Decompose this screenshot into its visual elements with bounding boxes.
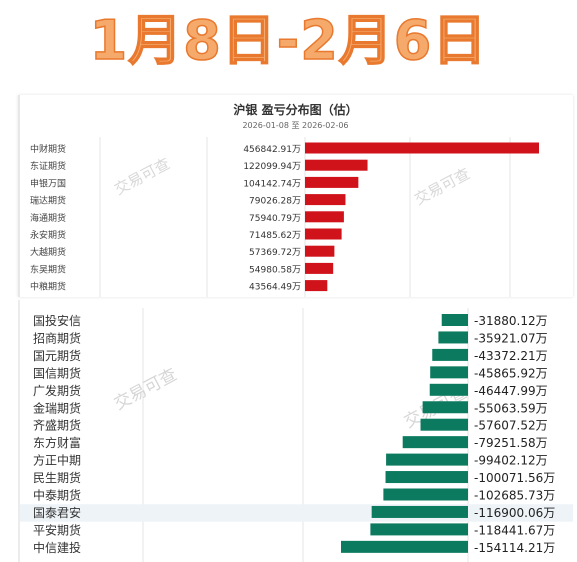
category-label: 招商期货: [33, 330, 81, 345]
profit-chart-panel: 沪银 盈亏分布图（估） 2026-01-08 至 2026-02-06 交易可查…: [18, 95, 573, 297]
category-label: 国投安信: [33, 313, 81, 328]
loss-bar: [386, 453, 468, 466]
profit-bar: [305, 194, 346, 206]
loss-bar: [422, 401, 468, 414]
data-label: -99402.12万: [474, 454, 548, 468]
loss-bar: [402, 436, 468, 449]
category-label: 齐盛期货: [33, 418, 81, 433]
data-label: -154114.21万: [474, 541, 555, 555]
data-label: -43372.21万: [474, 349, 548, 363]
profit-bar: [305, 159, 368, 171]
loss-bar: [385, 471, 468, 484]
loss-bar: [371, 505, 468, 518]
category-label: 中信建投: [33, 540, 81, 555]
data-label: -35921.07万: [474, 331, 548, 345]
category-label: 广发期货: [33, 383, 81, 398]
data-label: -118441.67万: [474, 523, 555, 537]
data-label: 57369.72万: [249, 248, 301, 258]
category-label: 东证期货: [30, 160, 66, 172]
category-label: 民生期货: [33, 470, 81, 485]
data-label: 104142.74万: [243, 179, 301, 189]
loss-chart-panel: 交易可查交易可查国投安信-31880.12万招商期货-35921.07万国元期货…: [18, 300, 573, 562]
loss-bar: [341, 540, 468, 553]
data-label: 71485.62万: [249, 231, 301, 241]
loss-bar: [430, 366, 468, 379]
category-label: 大越期货: [30, 246, 66, 258]
category-label: 中泰期货: [33, 488, 81, 503]
data-label: -45865.92万: [474, 366, 548, 380]
loss-bar-chart: 交易可查交易可查国投安信-31880.12万招商期货-35921.07万国元期货…: [20, 308, 573, 562]
category-label: 国泰君安: [33, 505, 81, 520]
profit-bar: [305, 211, 344, 223]
category-label: 海通期货: [30, 212, 66, 224]
chart-title: 沪银 盈亏分布图（估）: [233, 103, 358, 117]
data-label: -102685.73万: [474, 489, 555, 503]
category-label: 东方财富: [33, 435, 81, 450]
watermark: 交易可查: [411, 164, 472, 208]
data-label: 75940.79万: [249, 214, 301, 224]
loss-bar: [370, 523, 468, 536]
data-label: -31880.12万: [474, 314, 548, 328]
panel-edge: [18, 300, 20, 562]
data-label: 54980.58万: [249, 265, 301, 275]
category-label: 金瑞期货: [33, 400, 81, 415]
panel-edge: [18, 95, 20, 297]
watermark: 交易可查: [111, 365, 180, 415]
category-label: 方正中期: [33, 453, 81, 468]
data-label: 456842.91万: [243, 145, 301, 155]
loss-bar: [432, 348, 468, 361]
category-label: 瑞达期货: [30, 195, 66, 207]
data-label: -116900.06万: [474, 506, 555, 520]
category-label: 永安期货: [30, 229, 66, 241]
category-label: 申银万国: [30, 177, 66, 189]
category-label: 国元期货: [33, 348, 81, 363]
data-label: 43564.49万: [249, 283, 301, 293]
data-label: -46447.99万: [474, 384, 548, 398]
category-label: 平安期货: [33, 522, 81, 537]
profit-bar: [305, 280, 328, 292]
data-label: 122099.94万: [243, 162, 301, 172]
category-label: 东吴期货: [30, 263, 66, 275]
loss-bar: [420, 418, 468, 431]
loss-bar: [383, 488, 468, 501]
profit-bar: [305, 176, 359, 188]
data-label: -55063.59万: [474, 401, 548, 415]
data-label: -100071.56万: [474, 471, 555, 485]
loss-bar: [429, 383, 468, 396]
data-label: 79026.28万: [249, 197, 301, 207]
category-label: 国信期货: [33, 365, 81, 380]
loss-bar: [438, 331, 468, 344]
watermark: 交易可查: [111, 154, 172, 198]
loss-bar: [441, 314, 468, 326]
data-label: -79251.58万: [474, 436, 548, 450]
data-label: -57607.52万: [474, 419, 548, 433]
headline: 1月8日-2月6日: [89, 8, 488, 73]
profit-bar: [305, 245, 335, 257]
chart-subtitle: 2026-01-08 至 2026-02-06: [242, 121, 349, 130]
category-label: 中财期货: [30, 143, 66, 155]
category-label: 中粮期货: [30, 281, 66, 293]
profit-bar: [305, 142, 539, 154]
profit-bar: [305, 228, 342, 240]
profit-bar: [305, 262, 334, 274]
